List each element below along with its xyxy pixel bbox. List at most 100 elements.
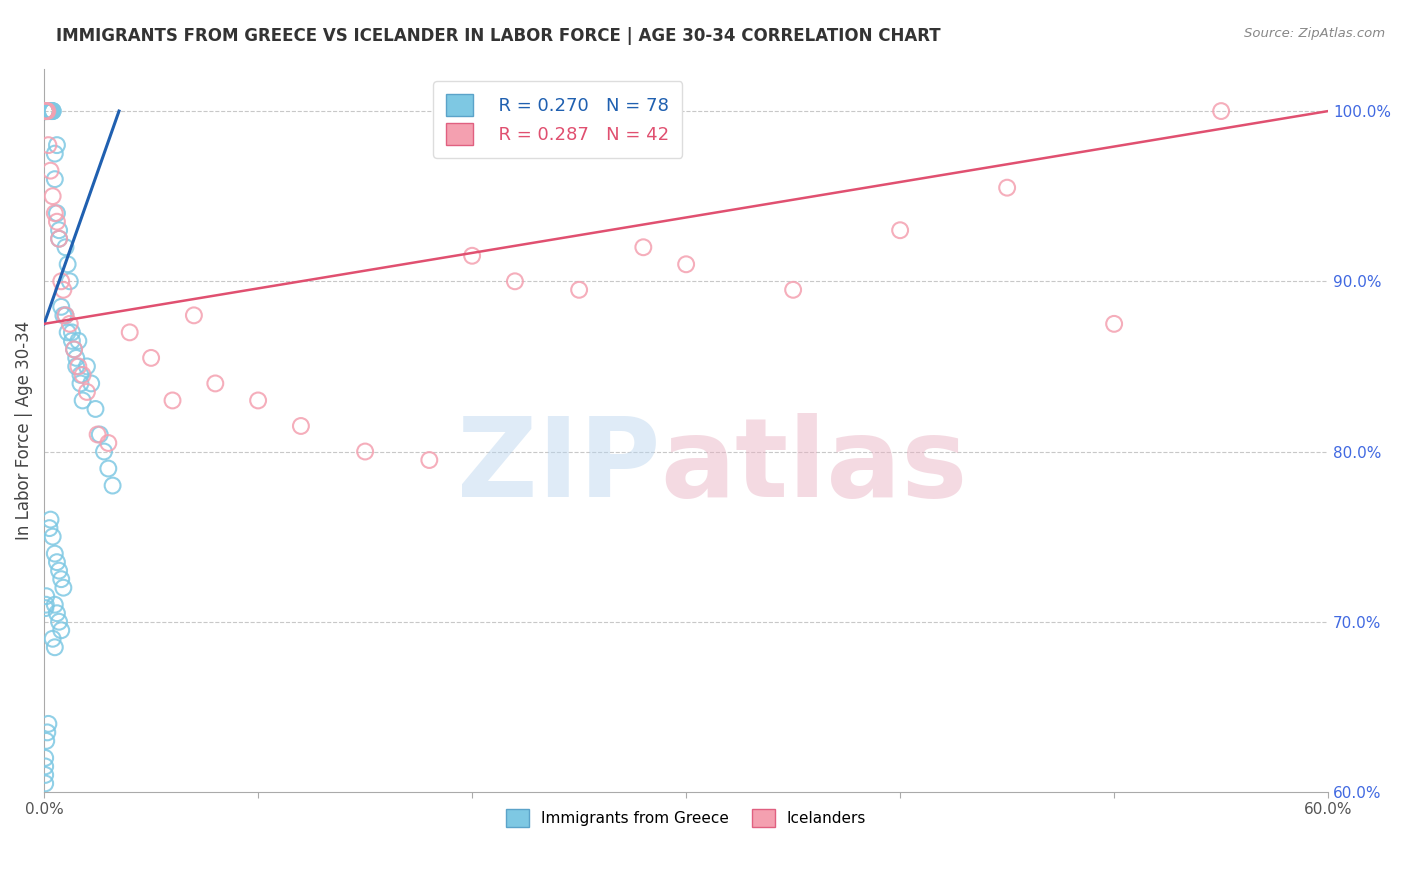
Point xyxy=(63,343,86,357)
Point xyxy=(37,104,59,119)
Point xyxy=(55,240,77,254)
Legend: Immigrants from Greece, Icelanders: Immigrants from Greece, Icelanders xyxy=(498,801,875,835)
Point xyxy=(38,104,60,119)
Point xyxy=(86,427,108,442)
Point xyxy=(34,104,56,119)
Point xyxy=(48,232,70,246)
Y-axis label: In Labor Force | Age 30-34: In Labor Force | Age 30-34 xyxy=(15,320,32,540)
Point xyxy=(34,776,56,790)
Point xyxy=(44,598,66,612)
Point xyxy=(69,368,91,382)
Point xyxy=(34,768,56,782)
Point xyxy=(48,615,70,629)
Point xyxy=(46,138,69,153)
Point xyxy=(52,309,75,323)
Point xyxy=(55,309,77,323)
Point xyxy=(65,351,87,365)
Point xyxy=(69,376,91,391)
Point xyxy=(34,104,56,119)
Point xyxy=(46,215,69,229)
Point xyxy=(37,104,59,119)
Point xyxy=(37,104,59,119)
Point xyxy=(65,359,87,374)
Point xyxy=(60,334,83,348)
Point xyxy=(34,751,56,765)
Point xyxy=(97,436,120,450)
Point xyxy=(44,172,66,186)
Point xyxy=(39,513,62,527)
Point xyxy=(51,624,73,638)
Point xyxy=(80,376,103,391)
Point xyxy=(93,444,115,458)
Point xyxy=(67,334,90,348)
Point xyxy=(76,384,98,399)
Point xyxy=(52,283,75,297)
Point xyxy=(503,274,526,288)
Point xyxy=(41,189,63,203)
Point xyxy=(247,393,270,408)
Point xyxy=(34,104,56,119)
Point xyxy=(39,104,62,119)
Point xyxy=(35,598,58,612)
Point xyxy=(39,163,62,178)
Text: IMMIGRANTS FROM GREECE VS ICELANDER IN LABOR FORCE | AGE 30-34 CORRELATION CHART: IMMIGRANTS FROM GREECE VS ICELANDER IN L… xyxy=(56,27,941,45)
Point xyxy=(84,401,107,416)
Point xyxy=(633,240,655,254)
Point xyxy=(76,359,98,374)
Text: ZIP: ZIP xyxy=(457,413,661,520)
Point xyxy=(354,444,377,458)
Text: atlas: atlas xyxy=(661,413,967,520)
Point xyxy=(46,206,69,220)
Point xyxy=(34,104,56,119)
Point xyxy=(889,223,911,237)
Point xyxy=(34,104,56,119)
Point xyxy=(63,343,86,357)
Point xyxy=(46,606,69,620)
Point xyxy=(675,257,697,271)
Point xyxy=(34,104,56,119)
Point xyxy=(55,309,77,323)
Point xyxy=(46,555,69,569)
Point xyxy=(56,257,79,271)
Text: Source: ZipAtlas.com: Source: ZipAtlas.com xyxy=(1244,27,1385,40)
Point xyxy=(41,104,63,119)
Point xyxy=(41,632,63,646)
Point xyxy=(204,376,226,391)
Point xyxy=(162,393,184,408)
Point xyxy=(995,180,1018,194)
Point xyxy=(51,572,73,586)
Point xyxy=(48,232,70,246)
Point xyxy=(1211,104,1233,119)
Point xyxy=(56,326,79,340)
Point xyxy=(34,601,56,615)
Point xyxy=(37,138,59,153)
Point xyxy=(418,453,440,467)
Point xyxy=(34,104,56,119)
Point xyxy=(44,640,66,655)
Point xyxy=(59,274,82,288)
Point xyxy=(461,249,484,263)
Point xyxy=(37,104,59,119)
Point xyxy=(35,104,58,119)
Point xyxy=(37,717,59,731)
Point xyxy=(568,283,591,297)
Point xyxy=(290,419,312,434)
Point xyxy=(59,317,82,331)
Point xyxy=(35,104,58,119)
Point xyxy=(72,368,94,382)
Point xyxy=(34,104,56,119)
Point xyxy=(48,223,70,237)
Point xyxy=(44,547,66,561)
Point xyxy=(35,734,58,748)
Point xyxy=(101,478,124,492)
Point xyxy=(782,283,804,297)
Point xyxy=(35,104,58,119)
Point xyxy=(34,104,56,119)
Point xyxy=(35,104,58,119)
Point xyxy=(52,581,75,595)
Point xyxy=(38,521,60,535)
Point xyxy=(67,359,90,374)
Point xyxy=(51,300,73,314)
Point xyxy=(44,206,66,220)
Point xyxy=(34,759,56,773)
